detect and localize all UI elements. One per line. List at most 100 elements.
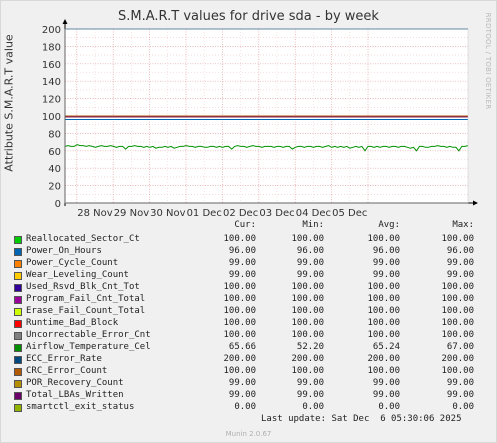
legend-row: Power_Cycle_Count 99.00 99.00 99.00 99.00 xyxy=(0,258,497,270)
legend-min: 100.00 xyxy=(291,330,324,340)
legend-series-name: Erase_Fail_Count_Total xyxy=(26,306,146,316)
legend-header-min: Min: xyxy=(302,220,324,230)
legend-cur: 100.00 xyxy=(223,366,256,376)
legend-swatch xyxy=(14,236,22,244)
legend-min: 99.00 xyxy=(296,258,324,268)
y-tick-label: 100 xyxy=(42,112,61,123)
legend-swatch xyxy=(14,320,22,328)
legend-swatch xyxy=(14,368,22,376)
legend-cur: 100.00 xyxy=(223,294,256,304)
legend-cur: 200.00 xyxy=(223,354,256,364)
x-axis-arrow xyxy=(473,200,478,206)
munin-version: Munin 2.0.67 xyxy=(225,430,272,438)
legend-max: 100.00 xyxy=(441,282,474,292)
legend-min: 100.00 xyxy=(291,318,324,328)
y-axis-arrow xyxy=(62,19,68,24)
legend-series-name: smartctl_exit_status xyxy=(26,402,135,412)
legend-row: Total_LBAs_Written 99.00 99.00 99.00 99.00 xyxy=(0,390,497,402)
legend-avg: 99.00 xyxy=(372,258,400,268)
plot-border xyxy=(64,28,469,204)
legend-avg: 65.24 xyxy=(372,342,400,352)
legend-swatch xyxy=(14,344,22,352)
y-tick-label: 60 xyxy=(48,147,61,158)
legend-min: 99.00 xyxy=(296,270,324,280)
legend-header-avg: Avg: xyxy=(378,220,400,230)
legend-avg: 100.00 xyxy=(367,294,400,304)
legend-row: ECC_Error_Rate 200.00 200.00 200.00 200.00 xyxy=(0,354,497,366)
legend-series-name: Power_On_Hours xyxy=(26,246,102,256)
x-tick-label: 30 Nov xyxy=(150,208,186,219)
legend-avg: 100.00 xyxy=(367,282,400,292)
series-line xyxy=(64,144,469,152)
legend-series-name: Airflow_Temperature_Cel xyxy=(26,342,151,352)
y-tick-label: 160 xyxy=(42,60,61,71)
legend-max: 96.00 xyxy=(446,246,474,256)
legend-row: POR_Recovery_Count 99.00 99.00 99.00 99.00 xyxy=(0,378,497,390)
legend-cur: 100.00 xyxy=(223,330,256,340)
legend-row: Erase_Fail_Count_Total 100.00 100.00 100.00… xyxy=(0,306,497,318)
legend-cur: 99.00 xyxy=(228,270,256,280)
legend-avg: 100.00 xyxy=(367,366,400,376)
legend-series-name: Wear_Leveling_Count xyxy=(26,270,129,280)
legend-avg: 99.00 xyxy=(372,390,400,400)
legend-row: Program_Fail_Cnt_Total 100.00 100.00 100.00… xyxy=(0,294,497,306)
legend-avg: 99.00 xyxy=(372,270,400,280)
legend-max: 99.00 xyxy=(446,390,474,400)
legend-swatch xyxy=(14,356,22,364)
legend-series-name: Reallocated_Sector_Ct xyxy=(26,234,140,244)
legend-swatch xyxy=(14,308,22,316)
legend-cur: 100.00 xyxy=(223,306,256,316)
legend-max: 100.00 xyxy=(441,306,474,316)
legend-swatch xyxy=(14,296,22,304)
legend-series-name: Runtime_Bad_Block xyxy=(26,318,119,328)
x-tick-label: 28 Nov xyxy=(77,208,113,219)
legend-min: 99.00 xyxy=(296,390,324,400)
legend-avg: 100.00 xyxy=(367,318,400,328)
legend-row: Reallocated_Sector_Ct 100.00 100.00 100.00 1… xyxy=(0,234,497,246)
y-tick-label: 200 xyxy=(42,25,61,36)
legend-row: CRC_Error_Count 100.00 100.00 100.00 100.00 xyxy=(0,366,497,378)
legend-max: 100.00 xyxy=(441,318,474,328)
legend-swatch xyxy=(14,260,22,268)
legend-max: 100.00 xyxy=(441,366,474,376)
legend-max: 100.00 xyxy=(441,330,474,340)
legend-row: Airflow_Temperature_Cel 65.66 52.20 65.24 67… xyxy=(0,342,497,354)
legend-cur: 99.00 xyxy=(228,390,256,400)
legend-min: 100.00 xyxy=(291,282,324,292)
y-tick-label: 140 xyxy=(42,77,61,88)
legend-avg: 99.00 xyxy=(372,378,400,388)
y-tick-label: 180 xyxy=(42,42,61,53)
legend-min: 200.00 xyxy=(291,354,324,364)
legend-series-name: Program_Fail_Cnt_Total xyxy=(26,294,146,304)
legend-cur: 100.00 xyxy=(223,282,256,292)
legend-row: Used_Rsvd_Blk_Cnt_Tot 100.00 100.00 100.00 1… xyxy=(0,282,497,294)
legend-max: 99.00 xyxy=(446,258,474,268)
legend-swatch xyxy=(14,332,22,340)
legend-min: 100.00 xyxy=(291,306,324,316)
legend-avg: 100.00 xyxy=(367,330,400,340)
legend-swatch xyxy=(14,404,22,412)
legend-row: Power_On_Hours 96.00 96.00 96.00 96.00 xyxy=(0,246,497,258)
legend-cur: 65.66 xyxy=(228,342,256,352)
legend-avg: 100.00 xyxy=(367,306,400,316)
legend-row: smartctl_exit_status 0.00 0.00 0.00 0.00 xyxy=(0,402,497,414)
legend-max: 67.00 xyxy=(446,342,474,352)
legend-series-name: CRC_Error_Count xyxy=(26,366,108,376)
x-tick-label: 01 Dec xyxy=(187,208,222,219)
x-tick-label: 29 Nov xyxy=(114,208,150,219)
legend-swatch xyxy=(14,248,22,256)
legend-series-name: Uncorrectable_Error_Cnt xyxy=(26,330,151,340)
y-tick-label: 0 xyxy=(55,199,61,210)
legend-min: 100.00 xyxy=(291,366,324,376)
legend-swatch xyxy=(14,272,22,280)
legend-cur: 0.00 xyxy=(234,402,256,412)
y-tick-label: 120 xyxy=(42,95,61,106)
plot-area: 0 20 40 60 80 100 120 140 160 180 200 28 Nov 29 Nov 3… xyxy=(42,19,478,219)
legend-max: 200.00 xyxy=(441,354,474,364)
legend-row: Uncorrectable_Error_Cnt 100.00 100.00 100.0… xyxy=(0,330,497,342)
legend-swatch xyxy=(14,284,22,292)
last-update-text: Last update: Sat Dec 6 05:30:06 2025 xyxy=(261,414,462,424)
legend-max: 99.00 xyxy=(446,270,474,280)
legend-swatch xyxy=(14,380,22,388)
legend-min: 96.00 xyxy=(296,246,324,256)
